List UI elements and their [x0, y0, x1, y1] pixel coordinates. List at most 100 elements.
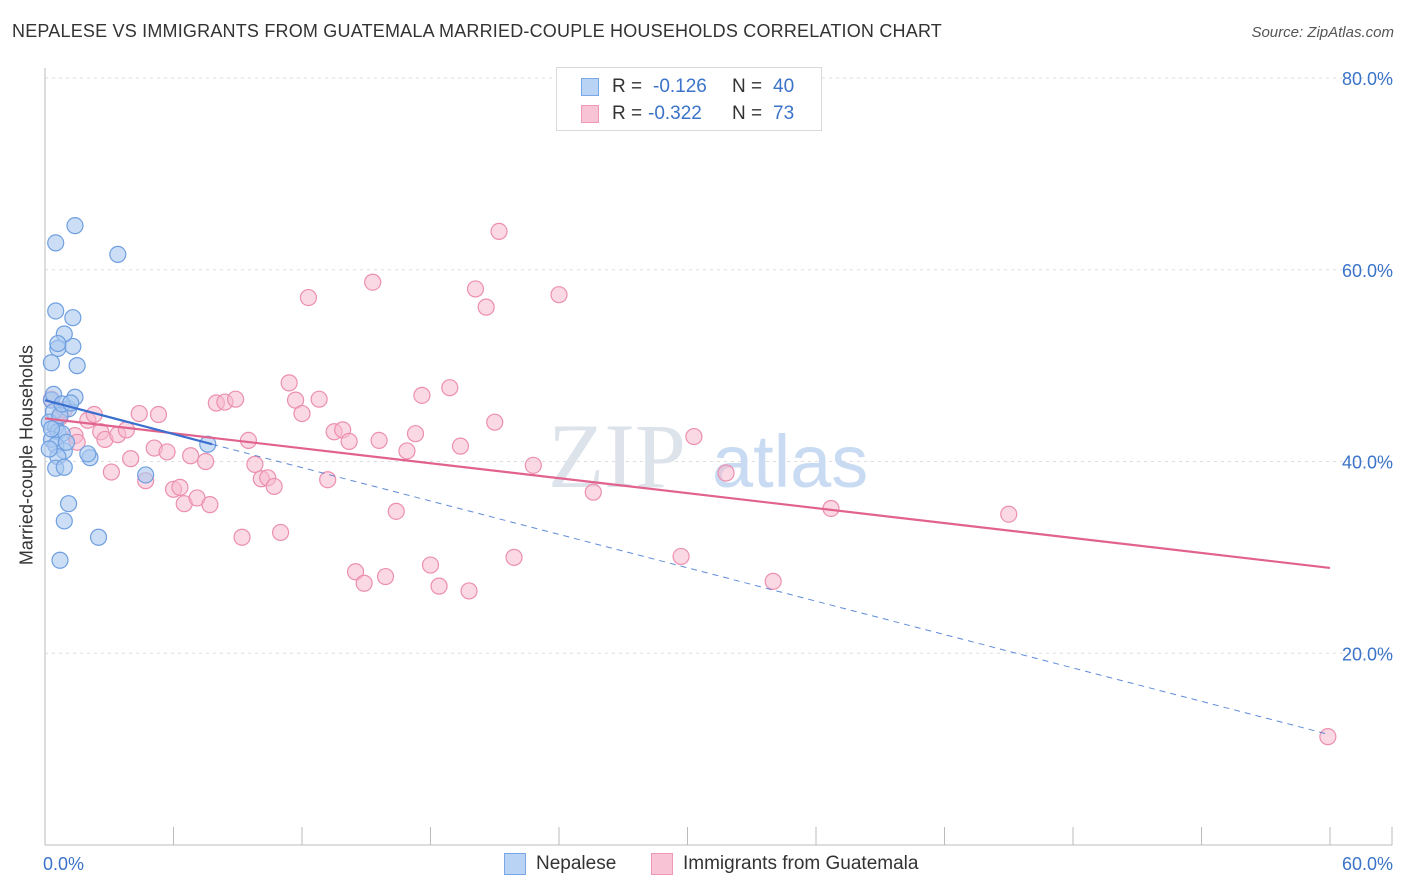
- guatemala-n-value: 73: [773, 103, 795, 124]
- guatemala-point: [149, 405, 168, 424]
- source-label: Source: ZipAtlas.com: [1251, 24, 1394, 41]
- guatemala-point: [355, 574, 373, 592]
- guatemala-point: [158, 443, 176, 461]
- guatemala-point: [227, 390, 245, 408]
- guatemala-point: [122, 450, 140, 468]
- guatemala-r-label: R =: [612, 103, 643, 124]
- guatemala-point: [477, 298, 495, 316]
- y-axis-label: Married-couple Households: [16, 344, 37, 566]
- nepalese-point: [137, 466, 155, 484]
- nepalese-point: [59, 495, 78, 513]
- nepalese-trend-extrapolation: [211, 443, 1331, 736]
- nepalese-point: [89, 528, 108, 546]
- guatemala-point: [346, 563, 365, 581]
- guatemala-point: [490, 222, 508, 240]
- nepalese-r-value: -0.126: [653, 76, 707, 97]
- guatemala-n-label: N =: [732, 103, 763, 124]
- guatemala-point: [413, 386, 431, 404]
- guatemala-point: [197, 452, 215, 471]
- guatemala-point: [117, 421, 135, 439]
- nepalese-point: [57, 433, 76, 451]
- y-tick-labels: 20.0% 40.0% 60.0% 80.0%: [1342, 69, 1393, 664]
- guatemala-point: [340, 432, 358, 450]
- guatemala-swatch: [581, 105, 599, 123]
- guatemala-point: [299, 288, 318, 307]
- nepalese-point: [64, 309, 82, 327]
- guatemala-point: [486, 413, 504, 431]
- y-tick-label: 40.0%: [1342, 453, 1393, 473]
- guatemala-point: [1319, 728, 1337, 746]
- guatemala-point: [460, 582, 478, 600]
- nepalese-swatch: [581, 78, 599, 96]
- guatemala-point: [387, 502, 405, 520]
- guatemala-point: [466, 280, 485, 298]
- guatemala-r-value: -0.322: [648, 103, 702, 124]
- chart-title: NEPALESE VS IMMIGRANTS FROM GUATEMALA MA…: [12, 21, 943, 41]
- x-tick-label: 60.0%: [1342, 854, 1393, 874]
- guatemala-point: [233, 528, 251, 546]
- nepalese-point: [49, 334, 67, 353]
- legend-nepalese-swatch: [504, 853, 526, 875]
- nepalese-point: [55, 458, 73, 476]
- legend-nepalese-label: Nepalese: [536, 853, 617, 874]
- axes: [44, 68, 1393, 846]
- legend-guatemala-swatch: [651, 853, 673, 875]
- y-tick-label: 20.0%: [1342, 644, 1393, 664]
- guatemala-point: [102, 463, 120, 481]
- guatemala-point: [171, 478, 189, 496]
- guatemala-point: [717, 464, 735, 482]
- nepalese-point: [51, 551, 69, 569]
- guatemala-point: [293, 404, 311, 423]
- guatemala-point: [201, 496, 219, 514]
- guatemala-point: [376, 567, 395, 586]
- guatemala-point: [130, 404, 148, 423]
- guatemala-point: [370, 431, 388, 450]
- guatemala-point: [550, 286, 568, 304]
- guatemala-point: [430, 577, 448, 595]
- guatemala-point: [265, 477, 283, 496]
- nepalese-trend-line: [44, 399, 213, 446]
- guatemala-point: [182, 447, 200, 465]
- guatemala-point: [685, 427, 703, 446]
- nepalese-n-value: 40: [773, 76, 795, 97]
- guatemala-point: [310, 390, 328, 408]
- guatemala-point: [451, 437, 470, 455]
- y-tick-label: 80.0%: [1342, 69, 1393, 89]
- nepalese-point: [47, 234, 65, 252]
- guatemala-point: [505, 548, 523, 566]
- nepalese-point: [47, 302, 65, 320]
- nepalese-point: [40, 440, 58, 458]
- x-tick-label: 0.0%: [43, 854, 84, 874]
- guatemala-point: [246, 455, 264, 473]
- x-tick-labels: 0.0% 60.0%: [43, 854, 1393, 874]
- nepalese-point: [42, 354, 61, 372]
- guatemala-point: [764, 572, 782, 590]
- nepalese-r-label: R =: [612, 76, 643, 97]
- stats-box: R = -0.126 N = 40 R = -0.322 N = 73: [556, 67, 822, 131]
- guatemala-points: [42, 222, 1337, 746]
- nepalese-n-label: N =: [732, 76, 763, 97]
- guatemala-point: [319, 471, 337, 489]
- guatemala-point: [524, 456, 542, 474]
- nepalese-point: [109, 245, 127, 264]
- guatemala-point: [364, 273, 382, 291]
- guatemala-trend-line: [44, 417, 1331, 570]
- guatemala-point: [584, 483, 602, 501]
- nepalese-point: [79, 445, 97, 463]
- nepalese-point: [55, 512, 73, 530]
- nepalese-point: [42, 420, 61, 438]
- guatemala-point: [441, 379, 459, 397]
- watermark-zip: ZIP: [548, 405, 686, 507]
- guatemala-point: [1000, 505, 1018, 523]
- guatemala-point: [672, 547, 690, 566]
- y-tick-label: 60.0%: [1342, 261, 1393, 281]
- guatemala-point: [271, 523, 290, 542]
- guatemala-point: [280, 374, 298, 392]
- nepalese-point: [66, 217, 84, 235]
- trend-lines: [44, 399, 1331, 736]
- guatemala-point: [398, 442, 416, 460]
- nepalese-point: [68, 357, 86, 375]
- guatemala-point: [406, 425, 425, 443]
- guatemala-point: [421, 556, 440, 574]
